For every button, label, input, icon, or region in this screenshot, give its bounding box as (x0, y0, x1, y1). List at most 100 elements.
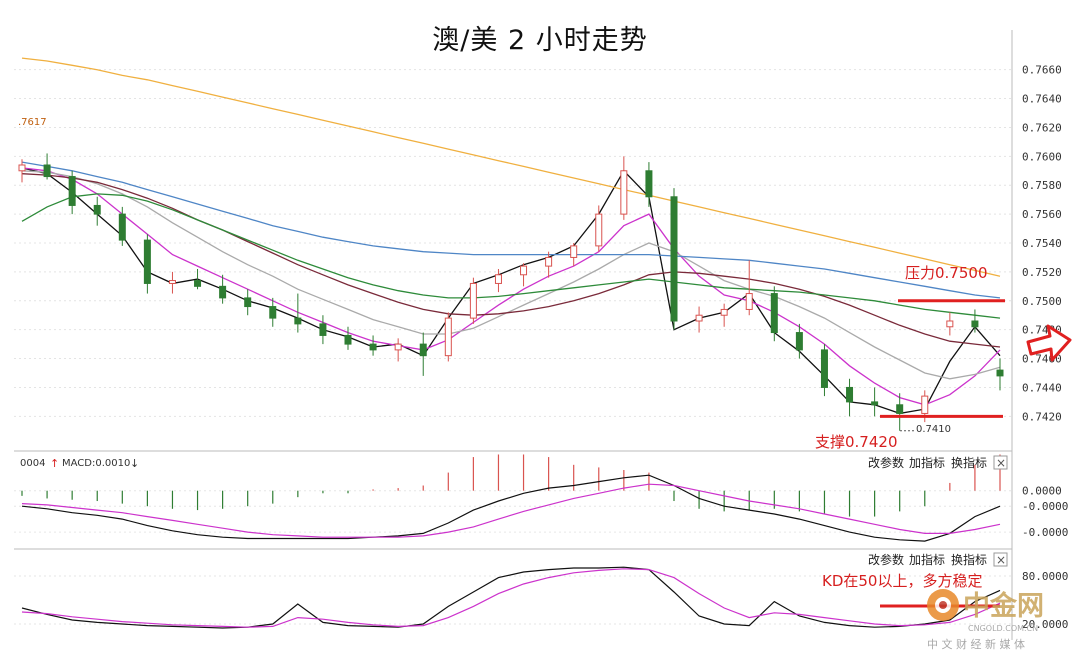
macd-up-arrow-icon: ↑ (50, 457, 59, 470)
kd-close-button[interactable] (993, 552, 1008, 567)
candle-body (896, 404, 904, 414)
price-tick-label: 0.7580 (1022, 179, 1062, 192)
candle-body (996, 369, 1004, 377)
candle-body (670, 196, 678, 322)
candle-body (294, 317, 302, 325)
price-tick-label: 0.7560 (1022, 208, 1062, 221)
kd-close-icon: × (996, 553, 1006, 567)
candle-body (269, 306, 277, 319)
candle-body (846, 386, 854, 403)
macd-tick-label: 0.0000 (1022, 485, 1062, 498)
macd-add-indicator-button[interactable]: 加指标 (909, 455, 945, 470)
candlesticks (18, 153, 1004, 431)
candle-body (118, 213, 126, 241)
candle-body (394, 343, 402, 351)
candle-body (520, 265, 528, 276)
macd-tick-label: -0.0000 (1022, 526, 1068, 539)
candle-body (369, 343, 377, 351)
moving-average-lines (21, 57, 1001, 415)
watermark-logo: 中金网 (963, 590, 1044, 622)
macd-legend-prefix: 0004 (20, 458, 45, 469)
kd-annotation: KD在50以上，多方稳定 (822, 572, 982, 590)
candle-body (168, 280, 176, 284)
support-label: 支撑0.7420 (815, 433, 898, 451)
candle-body (946, 320, 954, 328)
candle-body (143, 239, 151, 284)
kd-k-line (21, 566, 1001, 629)
candle-body (595, 213, 603, 247)
moving-average-line (21, 170, 1001, 380)
kd-tick-label: 80.0000 (1022, 570, 1068, 583)
price-tick-label: 0.7600 (1022, 150, 1062, 163)
candle-body (444, 317, 452, 357)
right-arrow-icon (1026, 324, 1072, 362)
candle-body (93, 204, 101, 215)
candle-body (419, 343, 427, 357)
moving-average-line (21, 173, 1001, 348)
macd-down-arrow-icon: ↓ (130, 457, 139, 470)
kd-d-line (21, 568, 1001, 628)
candle-body (68, 176, 76, 206)
candle-body (720, 308, 728, 316)
grid-lines (14, 69, 1012, 417)
kd-add-indicator-button[interactable]: 加指标 (909, 552, 945, 567)
candle-body (244, 297, 252, 308)
macd-change-params-button[interactable]: 改参数 (868, 455, 904, 470)
candle-body (695, 314, 703, 322)
candle-body (545, 256, 553, 267)
kd-tick-label: 20.0000 (1022, 618, 1068, 631)
kd-panel: 80.0000 20.0000 (14, 566, 1068, 631)
macd-dea-line (21, 483, 1001, 538)
candle-body (871, 401, 879, 406)
price-tick-labels: 0.7660 0.7640 0.7620 0.7600 0.7580 0.7560 0.75… (1022, 64, 1062, 424)
moving-average-line (21, 161, 1001, 299)
watermark: 中金网 CNGOLD.COM.CN 中 文 财 经 新 媒 体 (927, 589, 1044, 651)
chart-title: 澳/美 2 小时走势 (432, 25, 648, 56)
resistance-label: 压力0.7500 (905, 264, 988, 282)
price-tick-label: 0.7540 (1022, 237, 1062, 250)
candle-body (43, 164, 51, 178)
moving-average-line (21, 193, 1001, 319)
macd-dif-line (21, 474, 1001, 542)
price-tick-label: 0.7420 (1022, 410, 1062, 423)
macd-switch-indicator-button[interactable]: 换指标 (951, 455, 987, 470)
macd-tick-label: -0.0000 (1022, 500, 1068, 513)
moving-average-line (21, 57, 1001, 277)
watermark-slogan: 中 文 财 经 新 媒 体 (927, 637, 1025, 651)
candle-body (795, 332, 803, 351)
candle-body (971, 320, 979, 328)
candle-body (620, 170, 628, 215)
candle-body (494, 274, 502, 284)
low-marker-label: 0.7410 (916, 424, 951, 435)
candle-body (745, 293, 753, 310)
candle-body (18, 164, 26, 172)
candle-body (921, 395, 929, 414)
price-tick-label: 0.7620 (1022, 121, 1062, 134)
price-tick-label: 0.7440 (1022, 381, 1062, 394)
candle-body (770, 293, 778, 334)
price-tick-label: 0.7520 (1022, 266, 1062, 279)
price-tick-label: 0.7500 (1022, 295, 1062, 308)
candle-body (469, 282, 477, 319)
kd-switch-indicator-button[interactable]: 换指标 (951, 552, 987, 567)
moving-average-line (21, 167, 1001, 415)
candle-body (645, 170, 653, 198)
candle-body (820, 349, 828, 388)
watermark-domain: CNGOLD.COM.CN (968, 624, 1038, 633)
candle-body (570, 245, 578, 258)
macd-close-button[interactable] (993, 455, 1008, 470)
candle-body (344, 334, 352, 345)
price-tick-label: 0.7640 (1022, 93, 1062, 106)
moving-average-line (21, 167, 1001, 406)
macd-close-icon: × (996, 456, 1006, 470)
macd-panel: 0.0000 -0.0000 -0.0000 (14, 454, 1068, 542)
price-tick-label: 0.7660 (1022, 64, 1062, 77)
candle-body (219, 285, 227, 299)
macd-legend: MACD:0.0010 (62, 458, 130, 469)
kd-change-params-button[interactable]: 改参数 (868, 552, 904, 567)
candle-body (194, 280, 202, 287)
candle-body (319, 323, 327, 336)
left-price-label: .7617 (18, 117, 47, 128)
